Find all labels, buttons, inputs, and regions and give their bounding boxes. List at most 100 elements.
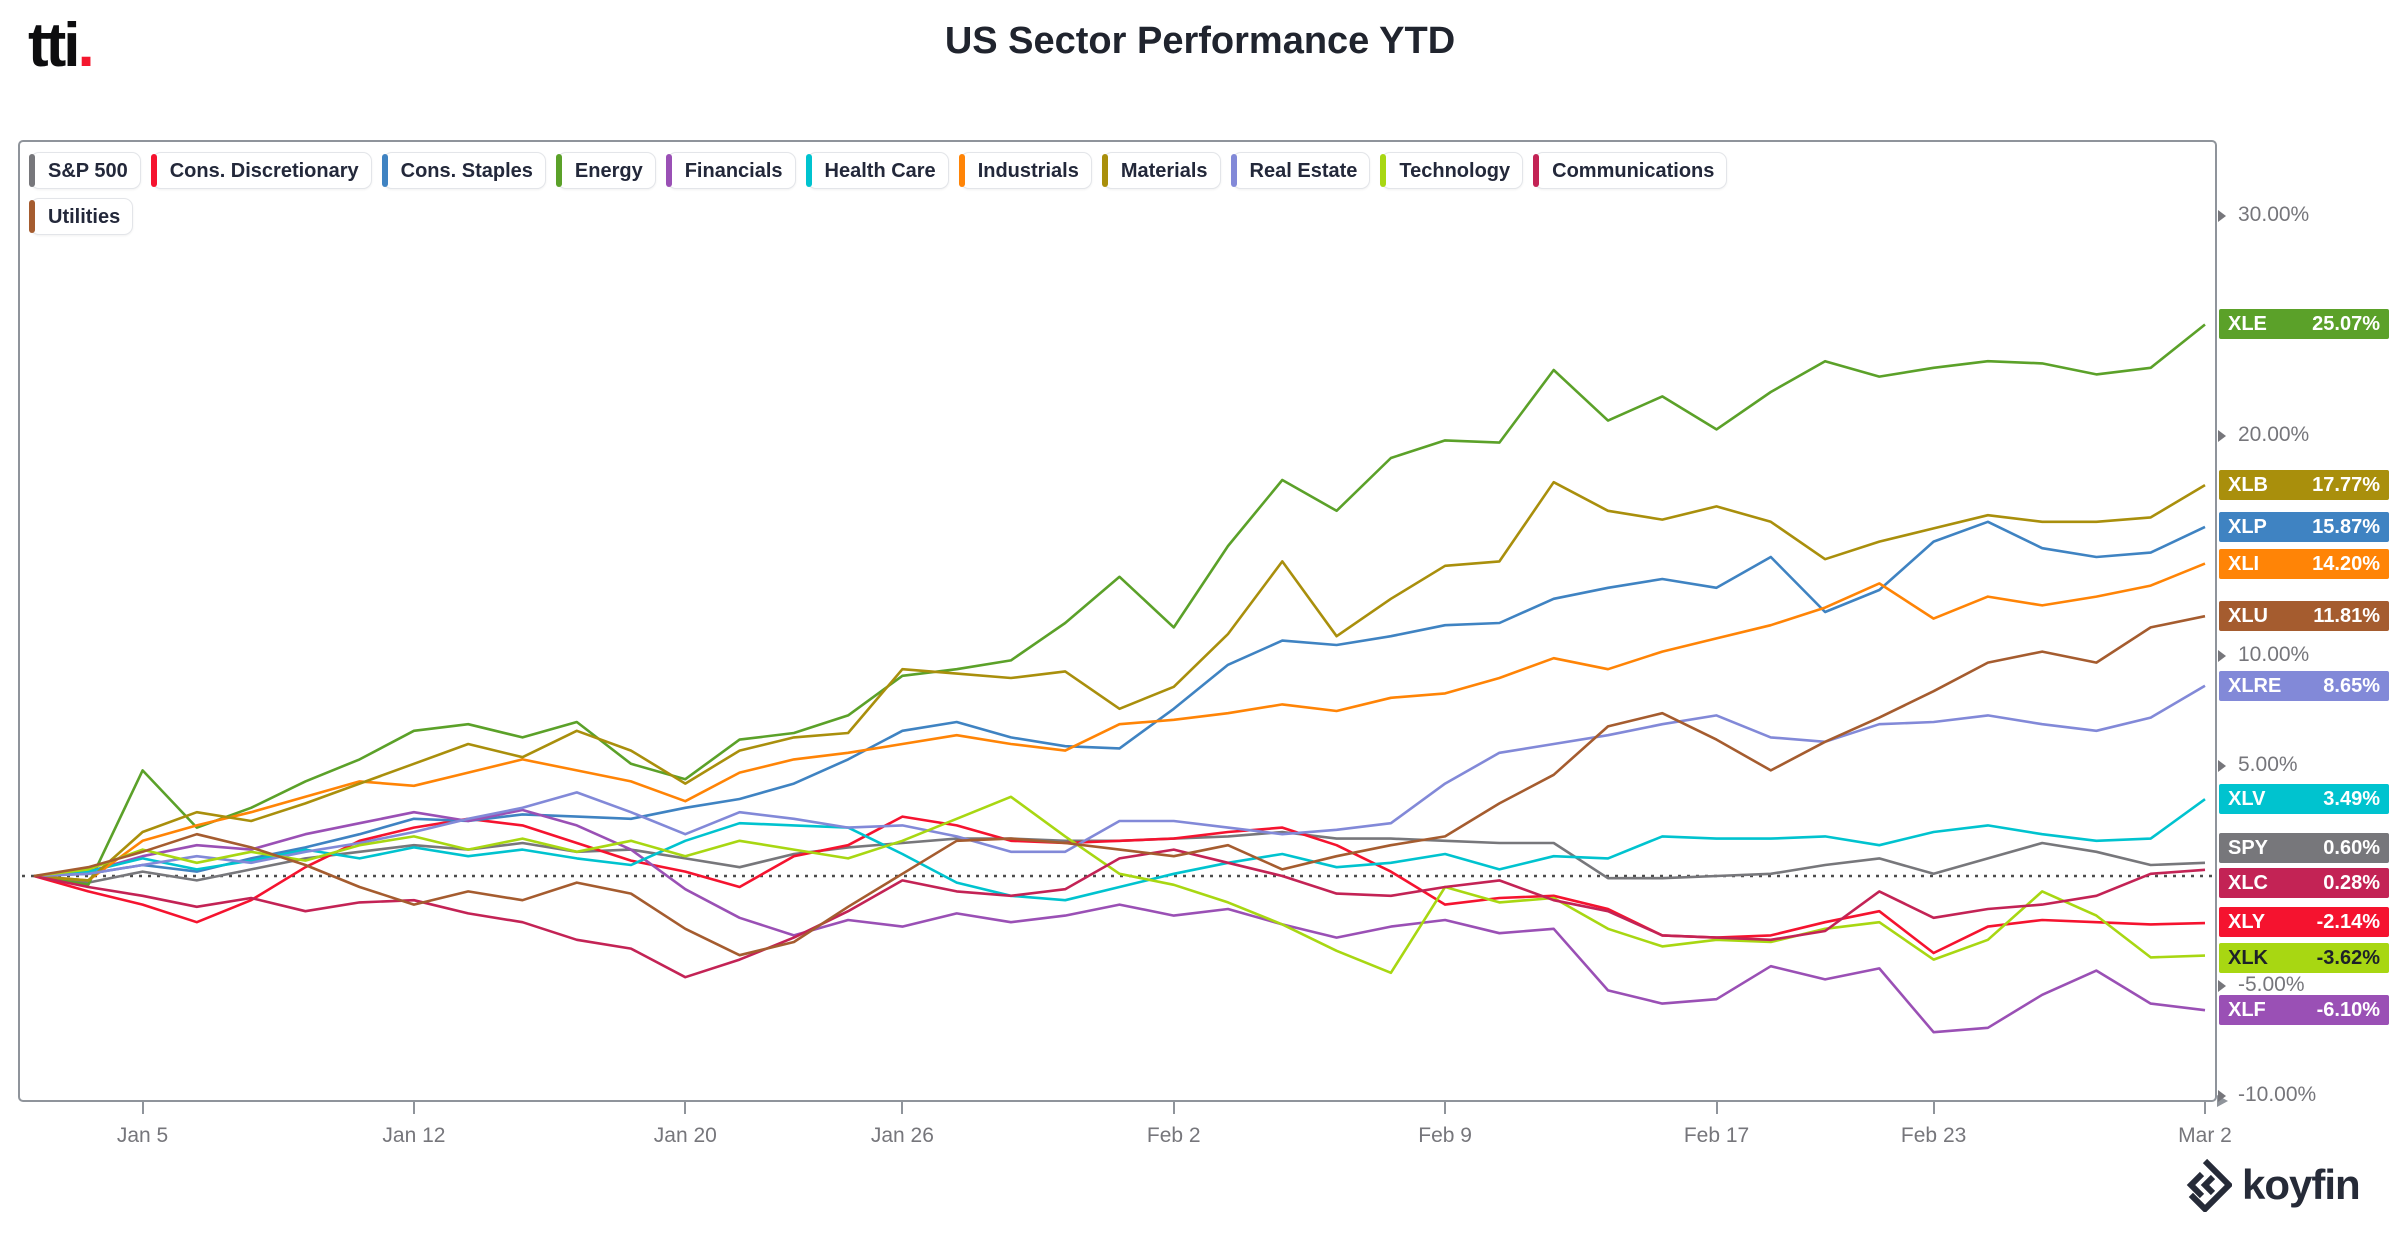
end-label-value: 15.87% bbox=[2312, 515, 2380, 538]
legend-item-xli[interactable]: Industrials bbox=[958, 152, 1092, 189]
x-tick-label: Jan 12 bbox=[382, 1124, 446, 1147]
x-tick-label: Jan 26 bbox=[870, 1124, 934, 1147]
x-tick-label: Feb 2 bbox=[1146, 1124, 1201, 1147]
legend-item-spy[interactable]: S&P 500 bbox=[29, 152, 141, 189]
koyfin-icon bbox=[2186, 1158, 2232, 1212]
x-tick-mark bbox=[1172, 1101, 1175, 1114]
end-label-value: 3.49% bbox=[2323, 787, 2380, 810]
end-label-ticker: XLC bbox=[2228, 871, 2268, 894]
x-tick-mark bbox=[684, 1101, 687, 1114]
legend-color-bar bbox=[555, 154, 562, 187]
legend-item-xlu[interactable]: Utilities bbox=[29, 198, 134, 235]
legend-item-xlb[interactable]: Materials bbox=[1101, 152, 1221, 189]
end-label-ticker: XLRE bbox=[2228, 674, 2282, 697]
legend-item-label: Industrials bbox=[977, 160, 1079, 182]
legend-row-1: S&P 500 Cons. Discretionary Cons. Staples E… bbox=[29, 152, 1728, 189]
legend-item-label: Utilities bbox=[48, 206, 121, 228]
end-label-value: 11.81% bbox=[2313, 604, 2380, 627]
legend-item-xlp[interactable]: Cons. Staples bbox=[381, 152, 546, 189]
end-label-xle: XLE 25.07% bbox=[2219, 309, 2389, 339]
tti-logo-dot: . bbox=[77, 11, 95, 80]
legend-item-xlv[interactable]: Health Care bbox=[805, 152, 949, 189]
y-tick-label: 20.00% bbox=[2238, 423, 2310, 446]
legend-item-label: Financials bbox=[684, 160, 783, 182]
koyfin-logo-text: koyfin bbox=[2242, 1161, 2361, 1208]
x-tick-mark bbox=[1444, 1101, 1447, 1114]
chart-card bbox=[18, 140, 2217, 1102]
end-label-xlb: XLB 17.77% bbox=[2219, 470, 2389, 500]
legend-color-bar bbox=[958, 154, 965, 187]
end-label-value: 8.65% bbox=[2323, 674, 2380, 697]
end-label-ticker: XLY bbox=[2228, 910, 2266, 933]
legend-item-label: Cons. Discretionary bbox=[169, 160, 359, 182]
x-tick-mark bbox=[1715, 1101, 1718, 1114]
x-tick-mark bbox=[1932, 1101, 1935, 1114]
end-label-xli: XLI 14.20% bbox=[2219, 549, 2389, 579]
legend-item-xle[interactable]: Energy bbox=[555, 152, 656, 189]
y-tick-arrow bbox=[2218, 430, 2226, 442]
legend-item-label: Cons. Staples bbox=[400, 160, 533, 182]
x-tick-label: Feb 23 bbox=[1900, 1124, 1967, 1147]
end-label-value: 14.20% bbox=[2312, 552, 2380, 575]
legend-color-bar bbox=[381, 154, 388, 187]
koyfin-logo[interactable]: koyfin bbox=[2178, 1158, 2361, 1212]
x-tick-mark bbox=[141, 1101, 144, 1114]
x-tick-label: Jan 5 bbox=[116, 1124, 169, 1147]
tti-logo: tti. bbox=[28, 10, 95, 81]
legend-item-label: Energy bbox=[574, 160, 643, 182]
end-label-ticker: XLI bbox=[2228, 552, 2260, 575]
end-label-xlv: XLV 3.49% bbox=[2219, 784, 2389, 814]
legend-item-label: Health Care bbox=[824, 160, 936, 182]
end-label-xlc: XLC 0.28% bbox=[2219, 868, 2389, 898]
end-label-spy: SPY 0.60% bbox=[2219, 833, 2389, 863]
y-tick-label: -10.00% bbox=[2238, 1083, 2317, 1106]
end-label-xlp: XLP 15.87% bbox=[2219, 512, 2389, 542]
end-label-ticker: XLV bbox=[2228, 787, 2266, 810]
end-label-value: 0.28% bbox=[2323, 871, 2380, 894]
legend-item-label: Real Estate bbox=[1249, 160, 1358, 182]
end-label-value: 17.77% bbox=[2312, 473, 2380, 496]
end-label-ticker: XLK bbox=[2228, 946, 2268, 969]
x-tick-label: Feb 17 bbox=[1683, 1124, 1750, 1147]
x-tick-label: Feb 9 bbox=[1418, 1124, 1472, 1147]
y-tick-label: 5.00% bbox=[2238, 753, 2298, 776]
end-label-xly: XLY -2.14% bbox=[2219, 907, 2389, 937]
legend-color-bar bbox=[1101, 154, 1108, 187]
legend-item-xlre[interactable]: Real Estate bbox=[1230, 152, 1371, 189]
y-tick-arrow bbox=[2218, 980, 2226, 992]
legend-item-label: Communications bbox=[1552, 160, 1715, 182]
end-label-ticker: XLE bbox=[2228, 312, 2267, 335]
end-label-xlre: XLRE 8.65% bbox=[2219, 671, 2389, 701]
y-tick-arrow bbox=[2218, 650, 2226, 662]
legend-color-bar bbox=[150, 154, 157, 187]
legend-row-2: Utilities bbox=[29, 198, 134, 235]
end-label-xlu: XLU 11.81% bbox=[2219, 601, 2389, 631]
end-label-value: -3.62% bbox=[2316, 946, 2380, 969]
tti-logo-text: tti bbox=[28, 11, 81, 80]
y-tick-label: 30.00% bbox=[2238, 203, 2310, 226]
x-tick-mark bbox=[901, 1101, 904, 1114]
end-label-value: 25.07% bbox=[2312, 312, 2380, 335]
legend-color-bar bbox=[29, 200, 35, 233]
legend-item-xlk[interactable]: Technology bbox=[1380, 152, 1524, 189]
x-tick-mark bbox=[412, 1101, 415, 1114]
legend-color-bar bbox=[1230, 154, 1237, 187]
y-tick-label: 10.00% bbox=[2238, 643, 2310, 666]
x-tick-label: Mar 2 bbox=[2178, 1124, 2232, 1147]
end-label-ticker: SPY bbox=[2228, 836, 2269, 859]
end-label-ticker: XLF bbox=[2228, 998, 2266, 1021]
legend-item-xlc[interactable]: Communications bbox=[1533, 152, 1728, 189]
y-tick-arrow bbox=[2218, 1090, 2226, 1102]
legend-item-xly[interactable]: Cons. Discretionary bbox=[150, 152, 372, 189]
end-label-ticker: XLU bbox=[2228, 604, 2268, 627]
end-label-value: 0.60% bbox=[2323, 836, 2380, 859]
x-tick-label: Jan 20 bbox=[653, 1124, 717, 1147]
legend-color-bar bbox=[1380, 154, 1387, 187]
x-tick-mark bbox=[2204, 1101, 2206, 1114]
page-title: US Sector Performance YTD bbox=[944, 20, 1456, 62]
legend-color-bar bbox=[29, 154, 35, 187]
end-label-xlf: XLF -6.10% bbox=[2219, 995, 2389, 1025]
legend-color-bar bbox=[665, 154, 672, 187]
legend-item-xlf[interactable]: Financials bbox=[665, 152, 796, 189]
y-tick-arrow bbox=[2218, 760, 2226, 772]
